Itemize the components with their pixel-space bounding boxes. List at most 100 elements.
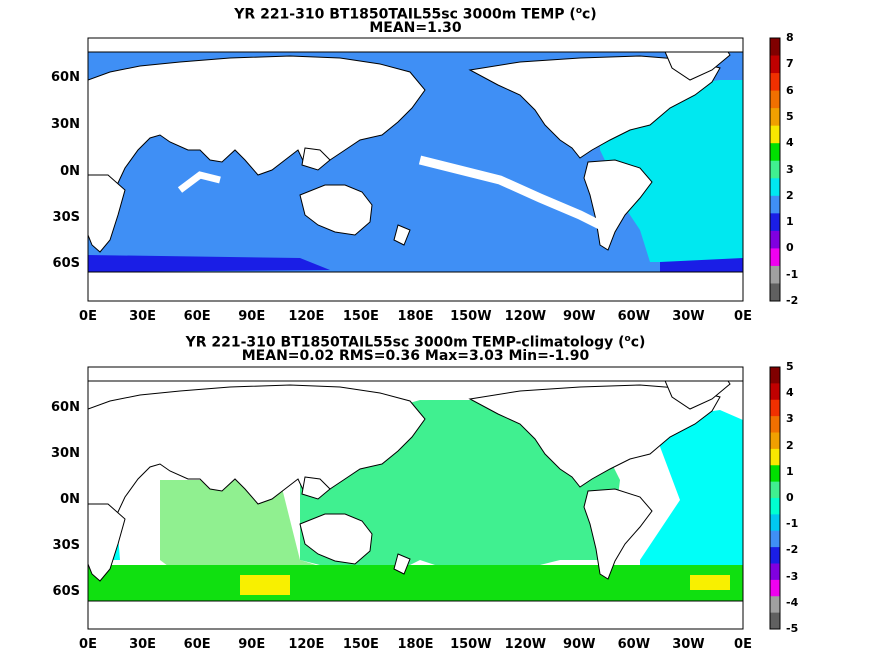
colorbar-swatch (770, 73, 780, 92)
lon-label: 30W (672, 637, 705, 652)
lat-label-60s: 60S (52, 256, 80, 271)
panel2-warm-anomaly-2 (690, 575, 730, 590)
colorbar-tick-label: 8 (786, 31, 794, 44)
colorbar-swatch (770, 248, 780, 267)
colorbar-swatch (770, 38, 780, 57)
colorbar-tick-label: 0 (786, 241, 794, 255)
lon-label: 30E (129, 309, 157, 324)
colorbar-tick-label: -2 (786, 543, 799, 557)
lon-label: 120E (288, 309, 325, 324)
lon-label: 0E (734, 309, 752, 324)
colorbar-swatch (770, 367, 780, 384)
lon-label: 120W (504, 309, 547, 324)
colorbar-tick-label: 1 (786, 215, 794, 229)
colorbar-swatch (770, 498, 780, 515)
colorbar-swatch (770, 563, 780, 581)
colorbar-swatch (770, 108, 780, 127)
colorbar-swatch (770, 160, 780, 179)
colorbar-tick-label: -1 (786, 517, 799, 531)
colorbar-swatch (770, 579, 780, 597)
panel1-title: YR 221-310 BT1850TAIL55sc 3000m TEMP (oc… (234, 6, 597, 23)
lon-label: 60W (617, 309, 651, 324)
colorbar-frame (769, 37, 781, 302)
panel1-subtitle: MEAN=1.30 (369, 20, 462, 36)
lat-label-30n: 30N (51, 446, 80, 461)
panel2-indian-field (160, 480, 380, 590)
lon-label: 30E (129, 637, 157, 652)
colorbar-swatch (770, 195, 780, 214)
colorbar-tick-label: 5 (786, 109, 794, 123)
colorbar-tick-label: 1 (786, 464, 794, 478)
colorbar-tick-label: 7 (786, 57, 794, 71)
colorbar-tick-label: -5 (786, 622, 799, 635)
colorbar-swatch (770, 143, 780, 162)
panel2-southern-field (88, 565, 743, 605)
lon-label: 0E (79, 309, 97, 324)
colorbar-swatch (770, 448, 780, 466)
lon-label: 90E (238, 309, 266, 324)
panel1-colorbar (769, 37, 781, 302)
lat-label-0n: 0N (60, 492, 80, 507)
colorbar-tick-label: 4 (786, 136, 794, 150)
colorbar-tick-label: 3 (786, 412, 794, 426)
colorbar-tick-label: 6 (786, 83, 794, 97)
lat-label-30s: 30S (52, 210, 80, 225)
colorbar-swatch (770, 265, 780, 284)
lon-label: 150E (342, 637, 379, 652)
colorbar-swatch (770, 178, 780, 197)
colorbar-tick-label: 2 (786, 438, 794, 452)
colorbar-swatch (770, 432, 780, 450)
colorbar-tick-label: 5 (786, 360, 794, 373)
colorbar-swatch (770, 514, 780, 532)
lon-label: 90W (563, 309, 596, 324)
panel2-colorbar (769, 366, 781, 630)
colorbar-tick-label: -3 (786, 569, 799, 583)
lon-label: 90E (238, 637, 266, 652)
colorbar-tick-label: -1 (786, 267, 799, 281)
colorbar-tick-label: -4 (786, 595, 799, 609)
colorbar-swatch (770, 416, 780, 433)
lon-label: 150E (342, 309, 379, 324)
panel2-map (88, 367, 743, 629)
panel2-subtitle: MEAN=0.02 RMS=0.36 Max=3.03 Min=-1.90 (241, 348, 590, 364)
lon-label: 60W (617, 637, 651, 652)
colorbar-swatch (770, 383, 780, 401)
colorbar-swatch (770, 547, 780, 564)
colorbar-tick-label: 3 (786, 162, 794, 176)
colorbar-swatch (770, 612, 780, 630)
colorbar-swatch (770, 125, 780, 144)
lat-label-30n: 30N (51, 117, 80, 132)
lon-label: 0E (79, 637, 97, 652)
panel1-ridge (418, 155, 603, 230)
lat-label-30s: 30S (52, 538, 80, 553)
colorbar-tick-label: -2 (786, 294, 799, 307)
lon-label: 180E (397, 637, 434, 652)
colorbar-tick-label: 2 (786, 188, 794, 202)
colorbar-tick-label: 0 (786, 491, 794, 504)
lon-label: 90W (563, 637, 596, 652)
panel1-deep-south-field (88, 255, 330, 272)
lon-label: 30W (672, 309, 705, 324)
lon-label: 0E (734, 637, 752, 652)
lat-label-60n: 60N (51, 70, 80, 85)
panel2-title: YR 221-310 BT1850TAIL55sc 3000m TEMP-cli… (185, 334, 646, 351)
lat-label-60n: 60N (51, 400, 80, 415)
colorbar-swatch (770, 213, 780, 232)
panel2-frame (87, 366, 744, 630)
lon-label: 60E (183, 309, 211, 324)
panel2-warm-anomaly (240, 575, 290, 595)
colorbar-swatch (770, 530, 780, 548)
colorbar-tick-label: 4 (786, 386, 794, 400)
colorbar-swatch (770, 283, 780, 302)
lat-label-60s: 60S (52, 584, 80, 599)
lon-label: 180E (397, 309, 434, 324)
colorbar-swatch (770, 399, 780, 417)
colorbar-swatch (770, 465, 780, 483)
lon-label: 150W (450, 309, 492, 324)
colorbar-frame (769, 366, 781, 630)
panel1-ridge-2 (177, 171, 221, 193)
panel1-map (88, 38, 743, 301)
lon-label: 120E (288, 637, 325, 652)
panel1-frame (87, 37, 744, 302)
